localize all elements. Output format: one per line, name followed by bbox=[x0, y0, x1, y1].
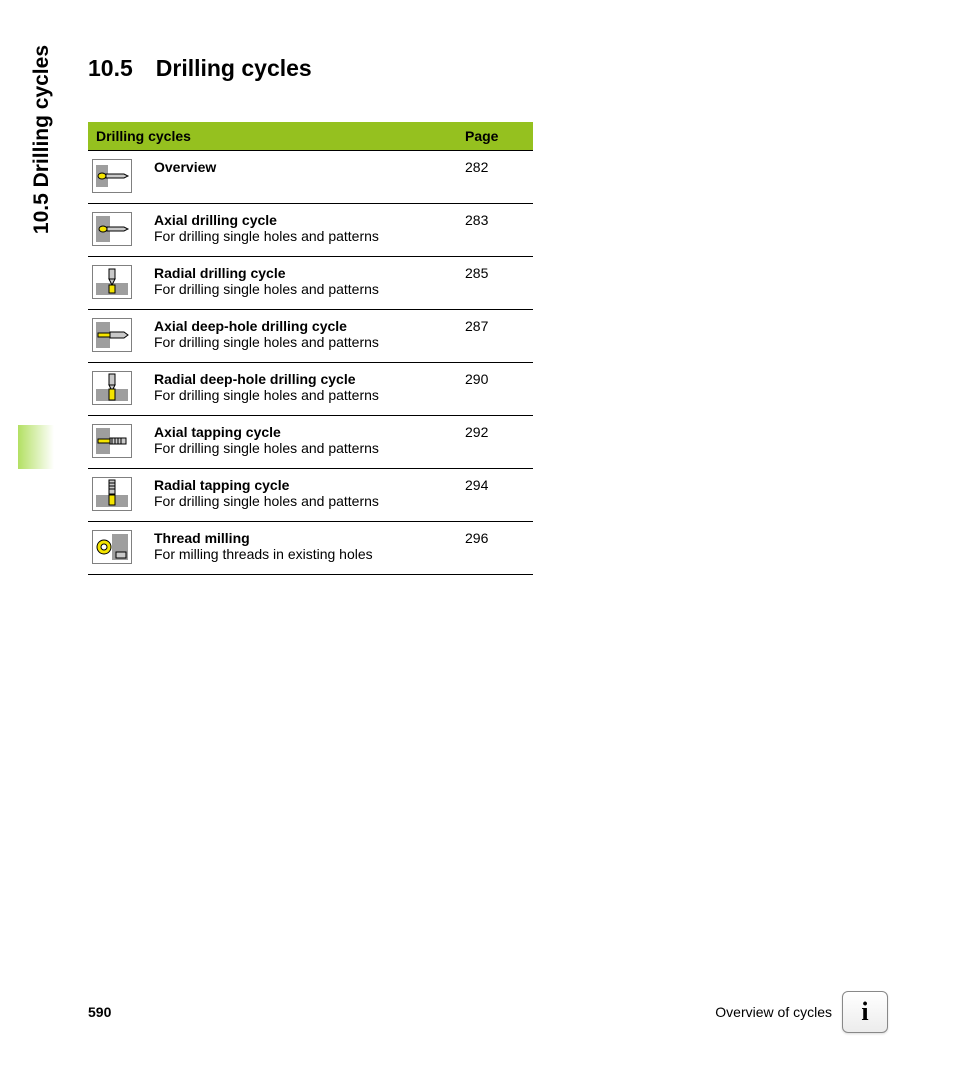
axial-deep-icon bbox=[88, 310, 146, 363]
row-title: Axial deep-hole drilling cycle bbox=[154, 318, 449, 334]
row-text: Axial deep-hole drilling cycleFor drilli… bbox=[146, 310, 457, 363]
row-text: Radial tapping cycleFor drilling single … bbox=[146, 469, 457, 522]
table-header-left: Drilling cycles bbox=[88, 122, 457, 151]
page-footer: 590 Overview of cycles i bbox=[88, 991, 888, 1033]
radial-tap-icon bbox=[88, 469, 146, 522]
row-text: Overview bbox=[146, 151, 457, 204]
table-header-right: Page bbox=[457, 122, 533, 151]
row-text: Radial deep-hole drilling cycleFor drill… bbox=[146, 363, 457, 416]
row-page: 283 bbox=[457, 204, 533, 257]
radial-deep-icon bbox=[88, 363, 146, 416]
row-title: Radial deep-hole drilling cycle bbox=[154, 371, 449, 387]
row-title: Thread milling bbox=[154, 530, 449, 546]
row-desc: For drilling single holes and patterns bbox=[154, 228, 379, 244]
row-text: Axial tapping cycleFor drilling single h… bbox=[146, 416, 457, 469]
info-glyph: i bbox=[861, 997, 868, 1027]
row-text: Radial drilling cycleFor drilling single… bbox=[146, 257, 457, 310]
row-desc: For drilling single holes and patterns bbox=[154, 493, 379, 509]
row-desc: For drilling single holes and patterns bbox=[154, 440, 379, 456]
row-desc: For drilling single holes and patterns bbox=[154, 334, 379, 350]
row-page: 294 bbox=[457, 469, 533, 522]
row-page: 292 bbox=[457, 416, 533, 469]
table-header-row: Drilling cycles Page bbox=[88, 122, 533, 151]
table-row: Radial deep-hole drilling cycleFor drill… bbox=[88, 363, 533, 416]
overview-icon bbox=[88, 151, 146, 204]
row-page: 287 bbox=[457, 310, 533, 363]
row-page: 290 bbox=[457, 363, 533, 416]
row-title: Overview bbox=[154, 159, 449, 175]
row-text: Thread millingFor milling threads in exi… bbox=[146, 522, 457, 575]
table-row: Axial drilling cycleFor drilling single … bbox=[88, 204, 533, 257]
row-desc: For drilling single holes and patterns bbox=[154, 387, 379, 403]
row-title: Radial drilling cycle bbox=[154, 265, 449, 281]
row-page: 296 bbox=[457, 522, 533, 575]
row-title: Axial drilling cycle bbox=[154, 212, 449, 228]
footer-caption: Overview of cycles bbox=[715, 1004, 832, 1020]
table-row: Radial tapping cycleFor drilling single … bbox=[88, 469, 533, 522]
row-text: Axial drilling cycleFor drilling single … bbox=[146, 204, 457, 257]
table-row: Radial drilling cycleFor drilling single… bbox=[88, 257, 533, 310]
main-content: 10.5 Drilling cycles Drilling cycles Pag… bbox=[88, 55, 533, 575]
radial-drill-icon bbox=[88, 257, 146, 310]
table-row: Thread millingFor milling threads in exi… bbox=[88, 522, 533, 575]
table-row: Overview 282 bbox=[88, 151, 533, 204]
row-page: 285 bbox=[457, 257, 533, 310]
row-desc: For milling threads in existing holes bbox=[154, 546, 373, 562]
side-tab bbox=[18, 425, 54, 469]
axial-tap-icon bbox=[88, 416, 146, 469]
row-title: Radial tapping cycle bbox=[154, 477, 449, 493]
table-row: Axial tapping cycleFor drilling single h… bbox=[88, 416, 533, 469]
row-page: 282 bbox=[457, 151, 533, 204]
page-number: 590 bbox=[88, 1004, 111, 1020]
row-title: Axial tapping cycle bbox=[154, 424, 449, 440]
section-heading: 10.5 Drilling cycles bbox=[88, 55, 533, 82]
axial-drill-icon bbox=[88, 204, 146, 257]
thread-mill-icon bbox=[88, 522, 146, 575]
row-desc: For drilling single holes and patterns bbox=[154, 281, 379, 297]
info-icon[interactable]: i bbox=[842, 991, 888, 1033]
table-row: Axial deep-hole drilling cycleFor drilli… bbox=[88, 310, 533, 363]
cycles-table: Drilling cycles Page Overview 282 Axial d… bbox=[88, 122, 533, 575]
side-section-label: 10.5 Drilling cycles bbox=[30, 45, 54, 234]
